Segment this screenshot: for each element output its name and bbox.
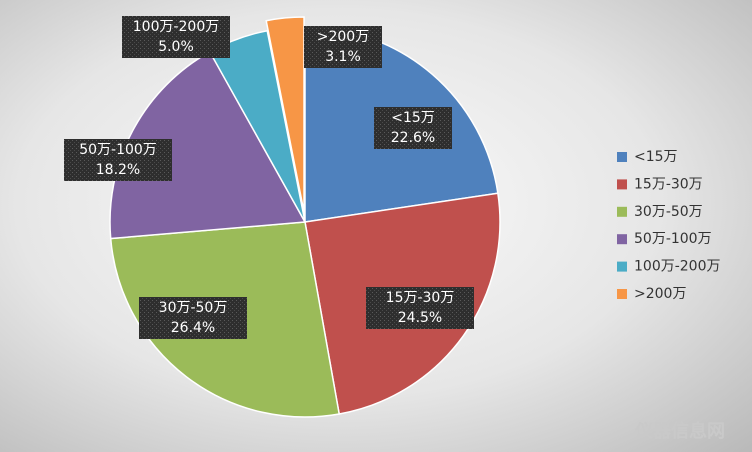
data-label-value: 22.6% xyxy=(391,130,435,146)
data-label-box xyxy=(139,297,247,339)
data-label-value: 26.4% xyxy=(171,320,215,336)
data-label-box xyxy=(366,287,474,329)
legend-swatch xyxy=(617,234,627,245)
data-label-box xyxy=(304,26,382,68)
data-label-category: 15万-30万 xyxy=(386,290,455,306)
data-label-value: 3.1% xyxy=(325,49,361,65)
legend-swatch xyxy=(617,261,627,272)
data-label: 30万-50万 26.4% xyxy=(139,297,247,339)
legend-label: 30万-50万 xyxy=(634,204,703,220)
legend-swatch xyxy=(617,179,627,190)
data-label-box xyxy=(64,139,172,181)
data-label: <15万 22.6% xyxy=(374,107,452,149)
data-label: 15万-30万 24.5% xyxy=(366,287,474,329)
legend-swatch xyxy=(617,289,627,299)
data-label-category: >200万 xyxy=(317,29,369,45)
data-label-value: 24.5% xyxy=(398,310,442,326)
data-label-value: 5.0% xyxy=(158,39,194,55)
legend-label: 15万-30万 xyxy=(634,176,703,192)
data-label: 50万-100万 18.2% xyxy=(64,139,172,181)
pie-slice xyxy=(109,50,307,240)
legend-label: <15万 xyxy=(634,149,678,165)
data-label-box xyxy=(122,16,230,58)
legend-swatch xyxy=(617,152,627,162)
data-label-category: <15万 xyxy=(391,110,435,126)
legend-label: 100万-200万 xyxy=(634,259,721,275)
legend-label: >200万 xyxy=(634,286,686,302)
data-label-category: 30万-50万 xyxy=(159,300,228,316)
pie-slice xyxy=(265,16,305,213)
data-label: >200万 3.1% xyxy=(304,26,382,68)
data-label-value: 18.2% xyxy=(96,162,140,178)
watermark: 仪器信息网 xyxy=(634,420,725,442)
data-label-category: 50万-100万 xyxy=(79,142,157,158)
data-label-box xyxy=(374,107,452,149)
data-label-category: 100万-200万 xyxy=(133,19,220,35)
legend-label: 50万-100万 xyxy=(634,231,712,247)
legend-swatch xyxy=(617,206,627,217)
data-label: 100万-200万 5.0% xyxy=(122,16,230,58)
